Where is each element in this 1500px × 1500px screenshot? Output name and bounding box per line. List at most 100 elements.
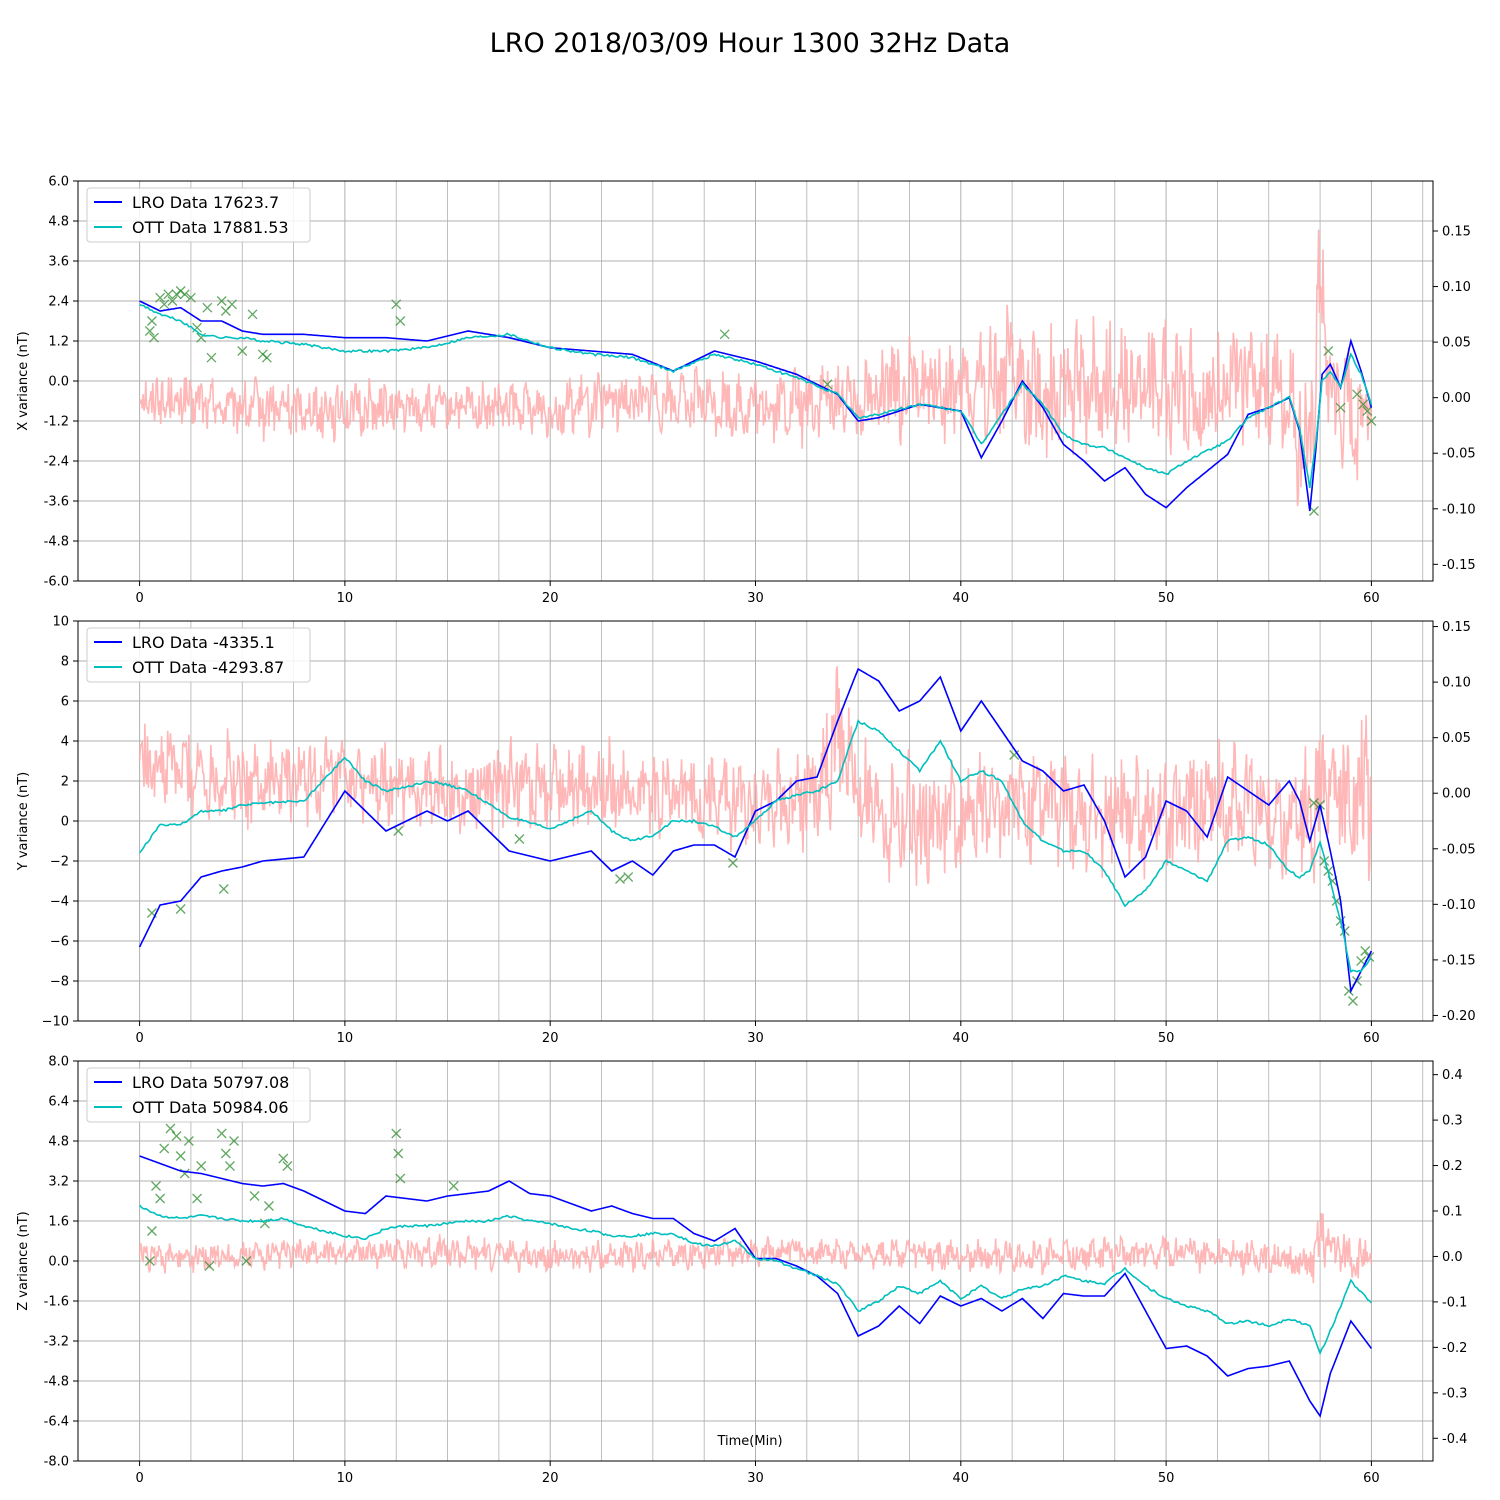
y-axis-label: Z variance (nT)	[16, 1211, 31, 1310]
outlier-marker	[216, 296, 227, 306]
y2-tick-label: -0.10	[1442, 898, 1476, 913]
y2-tick-label: 0.4	[1442, 1068, 1463, 1083]
outlier-marker	[175, 1151, 186, 1161]
x-tick-label: 30	[747, 591, 764, 606]
y-tick-label: -1.2	[44, 415, 69, 430]
x-tick-label: 40	[953, 1031, 970, 1046]
marker-stroke	[719, 329, 730, 340]
marker-stroke	[391, 299, 402, 310]
outlier-marker	[204, 1261, 215, 1271]
y-tick-label: -1.6	[44, 1295, 69, 1310]
outlier-marker	[241, 1256, 252, 1266]
marker-stroke	[165, 1123, 176, 1134]
marker-stroke	[183, 1136, 194, 1146]
y-tick-label: -4.8	[44, 535, 69, 550]
outlier-marker	[192, 322, 203, 333]
marker-stroke	[146, 1226, 157, 1236]
outlier-markers	[144, 1123, 459, 1271]
outlier-marker	[165, 1123, 176, 1134]
marker-stroke	[146, 908, 157, 918]
y-tick-label: 4	[61, 735, 69, 750]
y-tick-label: 8.0	[48, 1055, 69, 1070]
y2-tick-label: -0.10	[1442, 502, 1476, 517]
x-tick-label: 10	[337, 591, 354, 606]
marker-stroke	[1356, 956, 1367, 966]
outlier-marker	[167, 296, 178, 306]
marker-stroke	[623, 872, 634, 882]
y2-tick-label: 0.00	[1442, 391, 1471, 406]
outlier-marker	[395, 316, 406, 326]
x-tick-label: 60	[1363, 1471, 1380, 1486]
y2-tick-label: -0.20	[1442, 1009, 1476, 1024]
marker-stroke	[395, 316, 406, 326]
marker-stroke	[1319, 856, 1330, 866]
outlier-marker	[218, 884, 229, 894]
x-tick-label: 50	[1158, 1031, 1175, 1046]
marker-stroke	[149, 332, 159, 343]
plot-area	[138, 229, 1377, 516]
y2-tick-label: 0.2	[1442, 1159, 1463, 1174]
y2-tick-label: 0.15	[1442, 225, 1471, 240]
legend-box	[86, 627, 311, 683]
marker-stroke	[159, 299, 170, 310]
outlier-marker	[1323, 346, 1334, 356]
marker-stroke	[1009, 750, 1020, 760]
x-tick-label: 30	[747, 1471, 764, 1486]
y-tick-label: -3.6	[44, 495, 69, 510]
outlier-marker	[151, 1181, 161, 1191]
legend-box	[86, 187, 311, 243]
x-tick-label: 20	[542, 1471, 559, 1486]
y-tick-label: -6.0	[44, 575, 69, 590]
marker-stroke	[1347, 996, 1358, 1006]
marker-stroke	[216, 1128, 227, 1139]
x-tick-label: 20	[542, 591, 559, 606]
marker-stroke	[514, 834, 525, 844]
outlier-marker	[171, 1131, 182, 1141]
marker-stroke	[393, 1148, 404, 1159]
lro-series-line	[139, 300, 1373, 512]
marker-stroke	[175, 904, 186, 914]
y-tick-label: 0	[61, 815, 69, 830]
outlier-marker	[247, 309, 258, 320]
x-tick-label: 50	[1158, 1471, 1175, 1486]
marker-stroke	[247, 309, 258, 320]
y2-tick-label: -0.05	[1442, 447, 1476, 462]
marker-stroke	[167, 296, 178, 306]
outlier-marker	[514, 834, 525, 844]
y-tick-label: -6.4	[44, 1415, 69, 1430]
marker-stroke	[448, 1181, 459, 1191]
y-axis-label: X variance (nT)	[16, 331, 31, 430]
outlier-marker	[159, 299, 170, 310]
y-tick-label: 0.0	[48, 375, 69, 390]
outlier-marker	[159, 1143, 170, 1154]
y2-tick-label: -0.3	[1442, 1386, 1467, 1401]
outlier-marker	[1352, 389, 1362, 400]
outlier-marker	[196, 332, 207, 343]
outlier-marker	[146, 1226, 157, 1236]
y-tick-label: 10	[52, 615, 69, 630]
y2-tick-label: -0.1	[1442, 1295, 1467, 1310]
y-tick-label: -2.4	[44, 455, 69, 470]
y-tick-label: -3.2	[44, 1335, 69, 1350]
y-tick-label: 4.8	[48, 215, 69, 230]
panel-2: 0 10 20 30 40 50 60 −10 −8 −6 −4 −2 0 2 4 6 8 10 -0.20 -0.1…	[16, 615, 1476, 1047]
outlier-marker	[615, 874, 625, 884]
marker-stroke	[171, 1131, 182, 1141]
y2-tick-label: 0.05	[1442, 731, 1471, 746]
marker-stroke	[237, 346, 248, 356]
marker-stroke	[179, 1168, 190, 1179]
marker-stroke	[395, 1173, 406, 1184]
y-tick-label: 0.0	[48, 1255, 69, 1270]
outlier-marker	[183, 1136, 194, 1146]
x-tick-label: 50	[1158, 591, 1175, 606]
marker-stroke	[155, 292, 166, 303]
outlier-marker	[155, 292, 166, 303]
outlier-marker	[1335, 402, 1346, 413]
outlier-marker	[229, 1136, 239, 1146]
y2-tick-label: 0.0	[1442, 1250, 1463, 1265]
marker-stroke	[1335, 402, 1346, 413]
legend-entry: LRO Data -4335.1	[132, 633, 275, 652]
plot-area	[138, 1123, 1373, 1418]
outlier-marker	[192, 1193, 203, 1204]
x-axis-label: Time(Min)	[716, 1434, 782, 1449]
